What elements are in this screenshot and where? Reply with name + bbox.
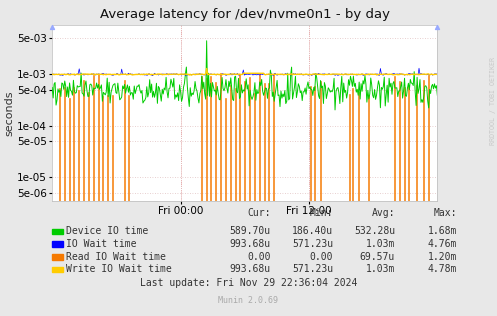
Text: 993.68u: 993.68u: [230, 239, 271, 249]
Text: 571.23u: 571.23u: [292, 239, 333, 249]
Y-axis label: seconds: seconds: [4, 90, 14, 136]
Text: RRDTOOL / TOBI OETIKER: RRDTOOL / TOBI OETIKER: [490, 57, 496, 145]
Text: 69.57u: 69.57u: [360, 252, 395, 262]
Text: IO Wait time: IO Wait time: [66, 239, 137, 249]
Text: 186.40u: 186.40u: [292, 226, 333, 236]
Text: Min:: Min:: [310, 209, 333, 218]
Text: 1.20m: 1.20m: [428, 252, 457, 262]
Text: 4.78m: 4.78m: [428, 264, 457, 274]
Text: Write IO Wait time: Write IO Wait time: [66, 264, 172, 274]
Text: Munin 2.0.69: Munin 2.0.69: [219, 296, 278, 305]
Text: Avg:: Avg:: [372, 209, 395, 218]
Text: 4.76m: 4.76m: [428, 239, 457, 249]
Text: Read IO Wait time: Read IO Wait time: [66, 252, 166, 262]
Text: Device IO time: Device IO time: [66, 226, 148, 236]
Text: Max:: Max:: [434, 209, 457, 218]
Text: 0.00: 0.00: [310, 252, 333, 262]
Text: 532.28u: 532.28u: [354, 226, 395, 236]
Text: 0.00: 0.00: [248, 252, 271, 262]
Title: Average latency for /dev/nvme0n1 - by day: Average latency for /dev/nvme0n1 - by da…: [100, 8, 390, 21]
Text: 571.23u: 571.23u: [292, 264, 333, 274]
Text: Last update: Fri Nov 29 22:36:04 2024: Last update: Fri Nov 29 22:36:04 2024: [140, 278, 357, 288]
Text: 1.68m: 1.68m: [428, 226, 457, 236]
Text: 1.03m: 1.03m: [366, 264, 395, 274]
Text: Cur:: Cur:: [248, 209, 271, 218]
Point: [48, 25, 56, 30]
Text: 589.70u: 589.70u: [230, 226, 271, 236]
Text: 1.03m: 1.03m: [366, 239, 395, 249]
Point: [433, 25, 441, 30]
Text: 993.68u: 993.68u: [230, 264, 271, 274]
